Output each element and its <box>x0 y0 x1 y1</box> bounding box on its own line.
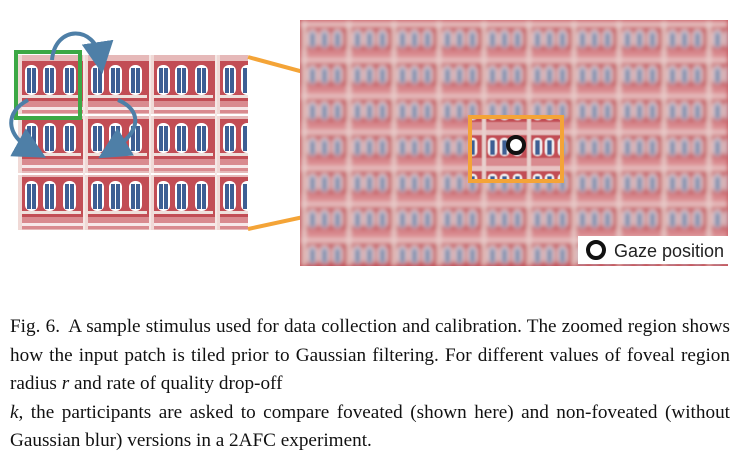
tile-outline <box>14 50 82 120</box>
caption-text-part-1: A sample stimulus used for data collecti… <box>10 316 730 394</box>
zoom-region-box <box>468 115 564 183</box>
figure-caption: Fig. 6. A sample stimulus used for data … <box>10 313 730 456</box>
caption-text-part-2: and rate of quality drop-off <box>73 373 283 394</box>
tiling-arrows <box>9 31 138 159</box>
caption-variable-k: k <box>10 401 19 423</box>
legend-gaze-icon <box>586 240 606 260</box>
gaze-marker <box>506 135 526 155</box>
caption-variable-r: r <box>61 373 70 394</box>
input-patch-image <box>18 55 248 230</box>
figure-svg: Gaze position <box>9 20 728 266</box>
caption-text-part-3: , the participants are asked to compare … <box>10 401 730 452</box>
caption-figure-label: Fig. 6. <box>10 316 61 337</box>
legend-label: Gaze position <box>614 241 724 261</box>
legend: Gaze position <box>578 236 728 264</box>
figure: Gaze position <box>9 20 728 266</box>
